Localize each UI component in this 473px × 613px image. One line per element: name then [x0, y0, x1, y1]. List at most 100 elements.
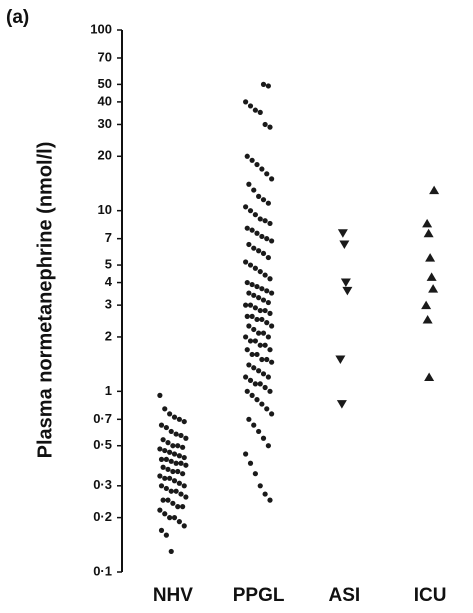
data-point [423, 228, 434, 238]
data-point [256, 428, 262, 435]
data-point [422, 218, 433, 228]
data-point [181, 454, 187, 461]
data-point [265, 83, 271, 89]
data-point [162, 511, 168, 517]
data-point [168, 548, 174, 555]
data-point [264, 356, 270, 363]
data-point [178, 432, 184, 439]
data-point [168, 488, 174, 494]
data-point [267, 124, 273, 130]
data-point [181, 523, 187, 529]
data-point [252, 305, 258, 311]
data-point [257, 268, 263, 275]
data-point [247, 338, 254, 344]
data-point [180, 471, 186, 477]
data-point [158, 456, 165, 462]
data-point [260, 297, 267, 303]
data-point [173, 460, 179, 466]
data-point [265, 200, 271, 206]
data-point [165, 466, 171, 472]
data-point [167, 411, 173, 417]
data-point [180, 444, 186, 450]
data-point [256, 248, 262, 254]
data-point [243, 334, 249, 340]
data-point [254, 283, 260, 290]
data-point [265, 299, 271, 306]
data-point [257, 483, 263, 489]
data-point [157, 446, 163, 452]
data-point [170, 500, 176, 506]
data-point [254, 161, 260, 168]
data-point [157, 392, 163, 398]
data-point [247, 377, 254, 383]
panel-label: (a) [6, 7, 29, 28]
y-tick-label: 1 [105, 383, 112, 398]
data-point [175, 443, 181, 449]
data-point [260, 250, 267, 257]
y-tick-label: 0·1 [93, 563, 112, 578]
data-point [257, 307, 263, 314]
data-point [243, 374, 249, 380]
data-point [249, 313, 255, 319]
data-point [244, 279, 250, 286]
data-point [269, 359, 275, 365]
data-point [262, 491, 268, 497]
data-point [180, 504, 186, 510]
data-point [247, 208, 254, 214]
data-point [259, 286, 265, 292]
data-point [425, 253, 436, 262]
data-point [244, 153, 250, 159]
data-point [173, 431, 179, 437]
data-point [249, 281, 255, 288]
data-point [262, 121, 268, 128]
data-point [157, 473, 163, 479]
data-point [244, 347, 250, 353]
data-point [267, 310, 273, 317]
data-point [168, 428, 174, 435]
y-tick-label: 0·7 [93, 411, 112, 426]
data-point [260, 371, 267, 377]
data-point [429, 185, 440, 195]
data-point [259, 316, 265, 323]
data-point [254, 230, 260, 236]
data-point [246, 416, 252, 422]
data-point [422, 314, 433, 324]
data-point [267, 220, 273, 227]
data-point [251, 292, 257, 298]
data-point [163, 532, 169, 538]
data-point [170, 443, 176, 449]
data-point [170, 468, 176, 475]
x-tick-label: NHV [153, 585, 193, 606]
data-point [257, 342, 263, 348]
x-tick-label: ICU [414, 585, 447, 606]
x-tick-label: ASI [329, 585, 361, 606]
data-point [265, 254, 271, 261]
data-point [252, 471, 258, 477]
y-tick-label: 10 [98, 202, 112, 217]
data-point [178, 460, 184, 466]
data-point [336, 400, 347, 409]
data-point [167, 475, 173, 481]
y-tick-label: 0·3 [93, 477, 112, 492]
data-point [165, 497, 171, 503]
y-tick-label: 20 [98, 148, 112, 163]
data-point [265, 334, 271, 340]
data-point [162, 406, 168, 412]
data-point [251, 422, 257, 428]
data-point [269, 323, 275, 329]
data-point [171, 414, 178, 420]
data-point [252, 338, 258, 344]
data-point [254, 316, 260, 323]
data-point [256, 368, 262, 374]
data-point [260, 330, 267, 336]
data-point [171, 451, 178, 457]
y-tick-label: 7 [105, 230, 112, 245]
data-point [252, 212, 258, 218]
data-point [162, 447, 168, 454]
data-point [249, 351, 255, 358]
x-tick-label: PPGL [233, 585, 285, 606]
data-point [256, 330, 262, 336]
data-point [252, 107, 258, 113]
data-point [163, 456, 169, 462]
